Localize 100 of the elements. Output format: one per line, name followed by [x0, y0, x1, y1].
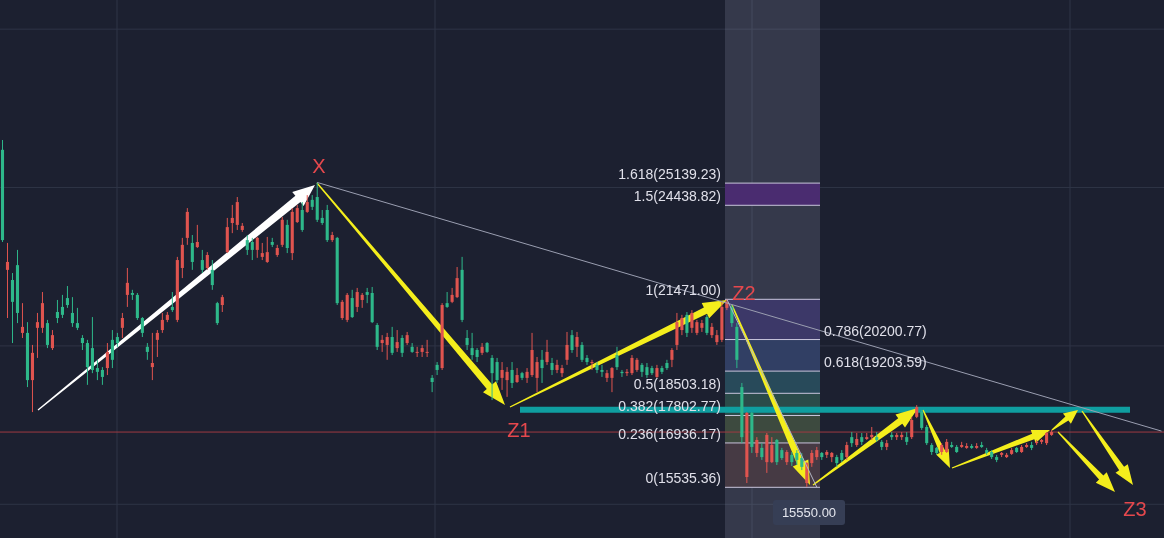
- candlestick: [95, 359, 99, 381]
- candlestick: [430, 374, 434, 393]
- candlestick: [615, 346, 619, 371]
- candlestick: [470, 332, 474, 361]
- candlestick: [285, 219, 289, 254]
- candlestick: [920, 409, 924, 431]
- candlestick: [660, 365, 664, 375]
- candlestick: [490, 354, 494, 401]
- candlestick: [480, 342, 484, 356]
- candlestick: [200, 249, 204, 274]
- candlestick: [410, 342, 414, 354]
- candlestick: [265, 236, 269, 264]
- candlestick: [155, 329, 159, 358]
- candlestick: [645, 362, 649, 379]
- candlestick: [385, 332, 389, 361]
- candlestick: [215, 301, 219, 326]
- candlestick: [575, 331, 579, 358]
- candlestick: [415, 346, 419, 358]
- candlestick: [435, 361, 439, 376]
- candlestick: [400, 334, 404, 358]
- candlestick: [680, 314, 684, 336]
- candlestick: [195, 224, 199, 249]
- annotation: Z2: [732, 282, 756, 304]
- candlestick: [35, 312, 40, 359]
- candlestick: [590, 359, 594, 371]
- ref-line-label: 0.786(20200.77): [824, 322, 927, 339]
- candlestick: [540, 349, 544, 384]
- candlestick: [510, 361, 514, 389]
- ref-line-label: 1.5(24438.82): [633, 188, 721, 205]
- annotation: 15550.00: [781, 505, 837, 520]
- candlestick: [700, 319, 704, 333]
- candlestick: [70, 296, 74, 328]
- candlestick: [670, 347, 674, 368]
- candlestick: [75, 307, 79, 331]
- candlestick: [420, 344, 424, 358]
- candlestick: [500, 361, 504, 391]
- candlestick: [475, 347, 479, 363]
- candlestick: [45, 319, 50, 349]
- ref-line-label: 0.5(18503.18): [633, 376, 721, 393]
- candlestick: [570, 329, 574, 354]
- annotation: Z3: [1123, 498, 1147, 520]
- candlestick: [450, 287, 454, 304]
- candlestick: [300, 201, 304, 233]
- candlestick: [230, 204, 234, 234]
- candlestick: [640, 362, 644, 378]
- candlestick: [495, 357, 499, 384]
- candlestick: [515, 367, 519, 384]
- candlestick: [245, 234, 249, 256]
- candlestick: [600, 364, 604, 378]
- candlestick: [295, 204, 299, 224]
- candlestick: [255, 236, 259, 259]
- candlestick: [190, 234, 194, 271]
- candlestick: [390, 326, 394, 356]
- candlestick: [235, 196, 239, 231]
- ref-line-label: 0.382(17802.77): [618, 398, 721, 415]
- candlestick: [505, 366, 509, 398]
- candlestick: [675, 312, 679, 351]
- candlestick: [355, 287, 359, 313]
- candlestick: [340, 299, 344, 321]
- candlestick: [315, 181, 319, 223]
- candlestick: [755, 436, 759, 458]
- candlestick: [150, 332, 154, 381]
- candlestick: [110, 329, 114, 369]
- candlestick: [550, 357, 554, 376]
- ref-line-label: 1.618(25139.23): [618, 166, 721, 183]
- candlestick: [170, 291, 174, 313]
- candlestick: [5, 242, 10, 319]
- candlestick: [545, 339, 549, 366]
- candlestick: [90, 316, 94, 374]
- candlestick: [65, 285, 69, 309]
- candlestick: [160, 312, 164, 334]
- candlestick: [375, 322, 379, 351]
- candlestick: [565, 331, 569, 366]
- candlestick: [135, 292, 139, 321]
- candlestick: [690, 309, 694, 334]
- candlestick: [125, 267, 129, 308]
- candlestick: [50, 329, 54, 351]
- candlestick: [620, 369, 624, 378]
- annotation: Z1: [507, 419, 531, 441]
- candlestick: [925, 424, 929, 446]
- candlestick: [910, 416, 914, 440]
- candlestick: [665, 359, 669, 371]
- candlestick: [595, 361, 599, 374]
- candlestick: [775, 438, 779, 466]
- candlestick: [60, 294, 64, 319]
- candlestick: [685, 311, 689, 338]
- candlestick: [395, 329, 399, 353]
- ref-line-label: 0.236(16936.17): [618, 425, 721, 442]
- ref-line-label: 0(15535.36): [645, 470, 721, 487]
- candlestick: [10, 272, 15, 344]
- candlestick: [55, 299, 59, 324]
- ref-line-label: 0.618(19203.59): [824, 354, 927, 371]
- candlestick: [180, 237, 184, 279]
- candlestick: [455, 266, 459, 299]
- candlestick: [770, 436, 774, 464]
- candlestick: [210, 259, 214, 291]
- candlestick: [845, 441, 849, 461]
- candlestick: [250, 237, 254, 261]
- candlestick: [465, 329, 469, 351]
- candlestick: [120, 312, 124, 339]
